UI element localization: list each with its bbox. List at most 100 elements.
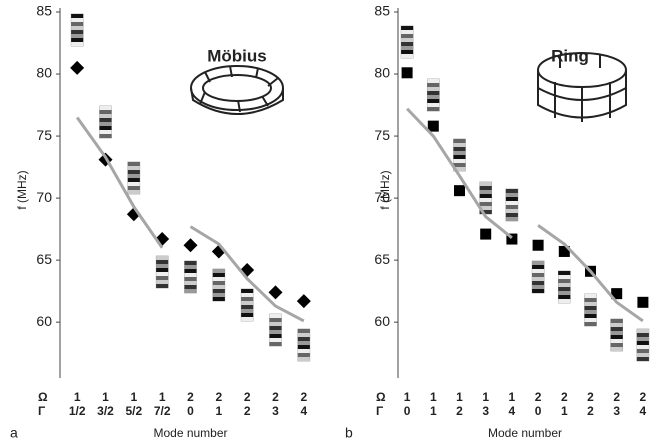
mode-stripe xyxy=(636,329,649,333)
mode-stripe xyxy=(212,289,225,293)
omega-label: 2 xyxy=(272,390,279,404)
mode-stripe xyxy=(558,299,571,303)
mode-stripe xyxy=(427,103,440,107)
gamma-label: 0 xyxy=(187,404,194,418)
mode-stripe xyxy=(241,293,254,297)
mode-stripe xyxy=(610,323,623,327)
mode-stripe xyxy=(269,318,282,322)
panel-label: b xyxy=(345,425,353,441)
mode-stripe xyxy=(241,289,254,293)
chart-title: Ring xyxy=(551,46,589,65)
gamma-label: 3 xyxy=(272,404,279,418)
gamma-label: 2 xyxy=(456,404,463,418)
mode-stripe xyxy=(297,337,310,341)
mode-stripe xyxy=(505,189,518,193)
mode-stripe xyxy=(532,273,545,277)
mode-stripe xyxy=(427,99,440,103)
y-tick-label: 85 xyxy=(374,3,390,19)
panel-label: a xyxy=(10,425,18,441)
omega-label: 1 xyxy=(102,390,109,404)
row-label: Ω xyxy=(376,390,386,404)
omega-label: 2 xyxy=(640,390,647,404)
y-tick-label: 70 xyxy=(374,189,390,205)
mode-stripe xyxy=(156,272,169,276)
chart-title: Möbius xyxy=(207,46,267,65)
mode-stripe xyxy=(453,147,466,151)
measured-point xyxy=(427,120,439,132)
mode-stripe xyxy=(71,14,84,18)
mode-stripe xyxy=(212,277,225,281)
mode-stripe xyxy=(269,326,282,330)
mode-stripe xyxy=(636,337,649,341)
measured-point xyxy=(268,285,283,300)
mode-stripe xyxy=(532,269,545,273)
mode-stripe xyxy=(184,261,197,265)
mode-stripe xyxy=(127,186,140,190)
mode-stripe xyxy=(241,309,254,313)
gamma-label: 5/2 xyxy=(125,404,142,418)
mode-stripe xyxy=(505,205,518,209)
mode-stripe xyxy=(241,317,254,321)
mode-stripe xyxy=(269,314,282,318)
mode-stripe xyxy=(505,201,518,205)
mode-stripe xyxy=(297,353,310,357)
mode-stripe xyxy=(241,313,254,317)
mode-stripe xyxy=(401,38,414,42)
mode-stripe xyxy=(156,284,169,288)
mode-stripe xyxy=(610,319,623,323)
mode-stripe xyxy=(505,197,518,201)
mode-stripe xyxy=(558,295,571,299)
mode-stripe xyxy=(99,134,112,138)
mode-stripe xyxy=(241,297,254,301)
mode-stripe xyxy=(505,209,518,213)
mode-stripe xyxy=(401,30,414,34)
mode-stripe xyxy=(453,159,466,163)
mode-stripe xyxy=(505,213,518,217)
gamma-label: 3 xyxy=(482,404,489,418)
mode-stripe xyxy=(297,341,310,345)
gamma-label: 3/2 xyxy=(97,404,114,418)
mode-stripe xyxy=(156,264,169,268)
mode-stripe xyxy=(532,261,545,265)
mode-stripe xyxy=(453,151,466,155)
mode-stripe xyxy=(584,318,597,322)
gamma-label: 7/2 xyxy=(154,404,171,418)
y-tick-label: 80 xyxy=(36,65,52,81)
mobius-drawing xyxy=(190,65,284,115)
mode-stripe xyxy=(269,334,282,338)
omega-label: 2 xyxy=(215,390,222,404)
mode-stripe xyxy=(241,305,254,309)
y-tick-label: 75 xyxy=(374,127,390,143)
mode-stripe xyxy=(184,285,197,289)
mode-stripe xyxy=(71,18,84,22)
mode-stripe xyxy=(127,174,140,178)
row-label: Γ xyxy=(38,404,46,418)
mode-stripe xyxy=(156,276,169,280)
measured-point xyxy=(480,228,492,240)
mode-stripe xyxy=(610,331,623,335)
mode-stripe xyxy=(584,306,597,310)
mode-stripe xyxy=(532,289,545,293)
mode-stripe xyxy=(479,202,492,206)
simulation-line xyxy=(537,224,644,323)
mode-stripe xyxy=(297,345,310,349)
mode-stripe xyxy=(427,107,440,111)
omega-label: 1 xyxy=(130,390,137,404)
mode-stripe xyxy=(184,289,197,293)
mode-stripe xyxy=(558,283,571,287)
mode-stripe xyxy=(584,314,597,318)
mode-stripe xyxy=(636,333,649,337)
mode-stripe xyxy=(156,260,169,264)
mode-stripe xyxy=(610,335,623,339)
omega-label: 2 xyxy=(187,390,194,404)
mode-stripe xyxy=(127,166,140,170)
mode-stripe xyxy=(156,268,169,272)
measured-point xyxy=(70,60,85,75)
mode-stripe xyxy=(427,87,440,91)
mode-stripe xyxy=(71,26,84,30)
x-axis-label: Mode number xyxy=(153,426,227,440)
gamma-label: 4 xyxy=(640,404,647,418)
row-label: Ω xyxy=(38,390,48,404)
mode-stripe xyxy=(212,269,225,273)
y-tick-label: 80 xyxy=(374,65,390,81)
